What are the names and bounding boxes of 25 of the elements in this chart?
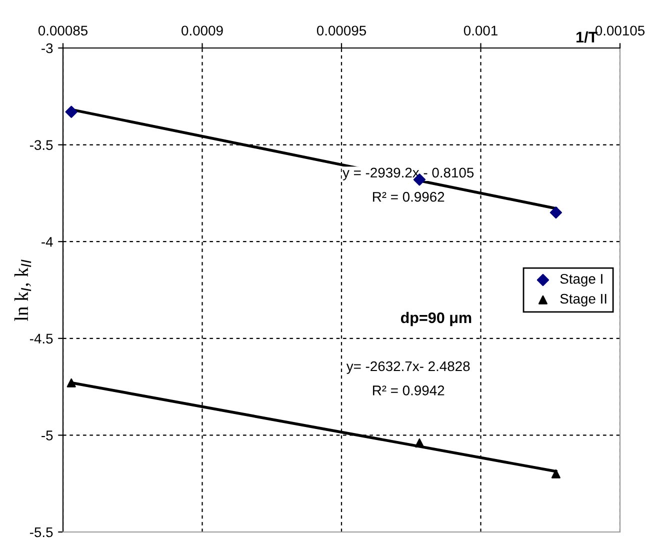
y-axis-title: ln k$_{I}$, k$_{II}$ [14,260,32,322]
annotation: dp=90 μm [400,312,472,326]
y-tick-label: -3.5 [30,140,53,150]
legend-label: Stage I [560,274,602,287]
x-tick-label: 0.00085 [38,26,88,36]
point [65,106,78,118]
annotation: y = -2939.2x - 0.8105 [342,168,474,180]
x-tick-label: 0.00095 [316,26,366,36]
x-tick-label: 0.00105 [595,26,645,36]
annotation: y= -2632.7x- 2.4828 [346,361,470,374]
x-axis-title: 1/T [576,31,598,43]
y-tick-label: -5 [42,430,53,440]
x-tick-label: 0.0009 [182,26,223,36]
point [550,206,562,219]
y-tick-label: -4 [42,237,53,247]
point [551,469,560,478]
point [414,438,424,448]
y-tick-label: -5.5 [30,527,53,538]
legend-label: Stage II [560,294,606,306]
point [66,378,76,388]
annotation: R² = 0.9942 [373,386,444,396]
y-tick-label: -4.5 [30,334,53,344]
x-tick-label: 0.001 [464,26,498,36]
annotation: R² = 0.9962 [373,192,444,202]
y-tick-label: -3 [42,43,53,54]
